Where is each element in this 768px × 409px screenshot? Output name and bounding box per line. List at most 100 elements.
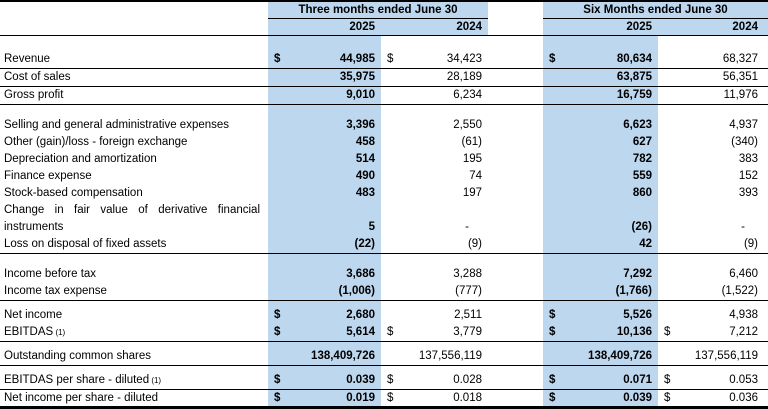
cell-value: (340) <box>731 136 758 148</box>
row-label: Other (gain)/loss - foreign exchange <box>4 136 188 148</box>
value-cell: 6,460 <box>658 266 768 283</box>
currency-symbol: $ <box>664 374 671 386</box>
value-cell: $0.071 <box>543 372 658 389</box>
cell-value: 5 <box>368 221 375 233</box>
row-label: Outstanding common shares <box>4 350 152 362</box>
table-row: Outstanding common shares 138,409,726 13… <box>0 348 768 366</box>
cell-value: 28,189 <box>446 71 482 83</box>
column-group-label-three-months: Three months ended June 30 <box>268 2 488 19</box>
value-cell: $5,526 <box>543 307 658 324</box>
row-label: Gross profit <box>4 89 64 101</box>
value-cell: (1,006) <box>268 283 381 300</box>
row-label: Income tax expense <box>4 285 107 297</box>
cell-value: 7,292 <box>623 268 652 280</box>
value-cell: 6,234 <box>381 87 488 104</box>
value-cell: $3,779 <box>381 324 488 341</box>
value-cell: (340) <box>658 134 768 151</box>
currency-symbol: $ <box>664 392 671 404</box>
year-header-3m-2024: 2024 <box>381 19 488 35</box>
column-gap <box>488 134 543 151</box>
column-gap <box>488 348 543 365</box>
cell-value: 3,288 <box>453 268 482 280</box>
value-cell: 5 <box>268 202 381 236</box>
cell-value: 4,938 <box>729 309 758 321</box>
value-cell: 16,759 <box>543 87 658 104</box>
table-row: Loss on disposal of fixed assets (22) (9… <box>0 236 768 254</box>
value-cell: 782 <box>543 151 658 168</box>
column-gap <box>488 236 543 253</box>
value-cell: 2,511 <box>381 307 488 324</box>
cell-value: 627 <box>632 136 652 148</box>
cell-value: 490 <box>355 170 375 182</box>
row-label: Loss on disposal of fixed assets <box>4 238 167 250</box>
row-label: Stock-based compensation <box>4 187 143 199</box>
column-gap <box>488 324 543 341</box>
cell-value: 74 <box>469 170 482 182</box>
value-cell: $0.039 <box>543 390 658 406</box>
cell-value: 3,686 <box>346 268 375 280</box>
cell-value: 4,937 <box>729 119 758 131</box>
value-cell: 514 <box>268 151 381 168</box>
table-row: Cost of sales 35,975 28,189 63,875 56,35… <box>0 69 768 87</box>
row-label: Depreciation and amortization <box>4 153 157 165</box>
row-label: Selling and general administrative expen… <box>4 119 230 131</box>
cell-value: 782 <box>632 153 652 165</box>
cell-value: 2,511 <box>454 309 482 321</box>
cell-value: 80,634 <box>616 53 652 65</box>
cell-value: 9,010 <box>346 89 375 101</box>
cell-value: 35,975 <box>339 71 375 83</box>
column-gap <box>488 307 543 324</box>
value-cell: 7,292 <box>543 266 658 283</box>
value-cell: 35,975 <box>268 69 381 86</box>
currency-symbol: $ <box>274 309 281 321</box>
value-cell: (9) <box>658 236 768 253</box>
cell-value: - <box>741 221 745 233</box>
table-row: Change in fair value of derivative finan… <box>0 202 768 236</box>
currency-symbol: $ <box>549 374 556 386</box>
cell-value: 0.039 <box>623 392 652 404</box>
value-cell: $44,985 <box>268 51 381 68</box>
table-row: Depreciation and amortization 514 195 78… <box>0 151 768 168</box>
value-cell: 490 <box>268 168 381 185</box>
cell-value: (1,522) <box>721 285 758 297</box>
currency-symbol: $ <box>274 53 281 65</box>
column-group-header-row: Three months ended June 30 Six Months en… <box>0 2 768 19</box>
value-cell: 68,327 <box>658 51 768 68</box>
table-row: EBITDAS (1) $5,614 $3,779 $10,136 $7,212 <box>0 324 768 342</box>
column-gap <box>488 283 543 300</box>
year-header-3m-2025: 2025 <box>268 19 381 35</box>
cell-value: 860 <box>632 187 652 199</box>
footnote-marker: (1) <box>53 328 66 337</box>
cell-value: 138,409,726 <box>588 350 652 362</box>
cell-value: 56,351 <box>722 71 758 83</box>
value-cell: $2,680 <box>268 307 381 324</box>
column-gap <box>488 372 543 389</box>
value-cell: $0.019 <box>268 390 381 406</box>
cell-value: (1,006) <box>338 285 375 297</box>
column-gap <box>488 202 543 236</box>
cell-value: 34,423 <box>446 53 482 65</box>
currency-symbol: $ <box>274 392 281 404</box>
cell-value: 5,526 <box>623 309 652 321</box>
column-gap <box>488 2 543 19</box>
cell-value: 559 <box>632 170 652 182</box>
value-cell: 860 <box>543 185 658 202</box>
cell-value: 0.036 <box>729 392 758 404</box>
row-label: Income before tax <box>4 268 97 280</box>
currency-symbol: $ <box>387 392 394 404</box>
value-cell: $0.039 <box>268 372 381 389</box>
table-row: Net income per share - diluted $0.019 $0… <box>0 390 768 406</box>
footnote-marker: (1) <box>149 376 162 385</box>
cell-value: 138,409,726 <box>311 350 375 362</box>
value-cell: 138,409,726 <box>268 348 381 365</box>
value-cell: 11,976 <box>658 87 768 104</box>
cell-value: 137,556,119 <box>694 350 758 362</box>
value-cell: 4,938 <box>658 307 768 324</box>
cell-value: 3,779 <box>453 326 482 338</box>
row-label: Revenue <box>4 53 51 65</box>
column-gap <box>488 87 543 104</box>
cell-value: 63,875 <box>616 71 652 83</box>
table-row: Gross profit 9,010 6,234 16,759 11,976 <box>0 87 768 105</box>
value-cell: $0.053 <box>658 372 768 389</box>
column-gap <box>488 69 543 86</box>
